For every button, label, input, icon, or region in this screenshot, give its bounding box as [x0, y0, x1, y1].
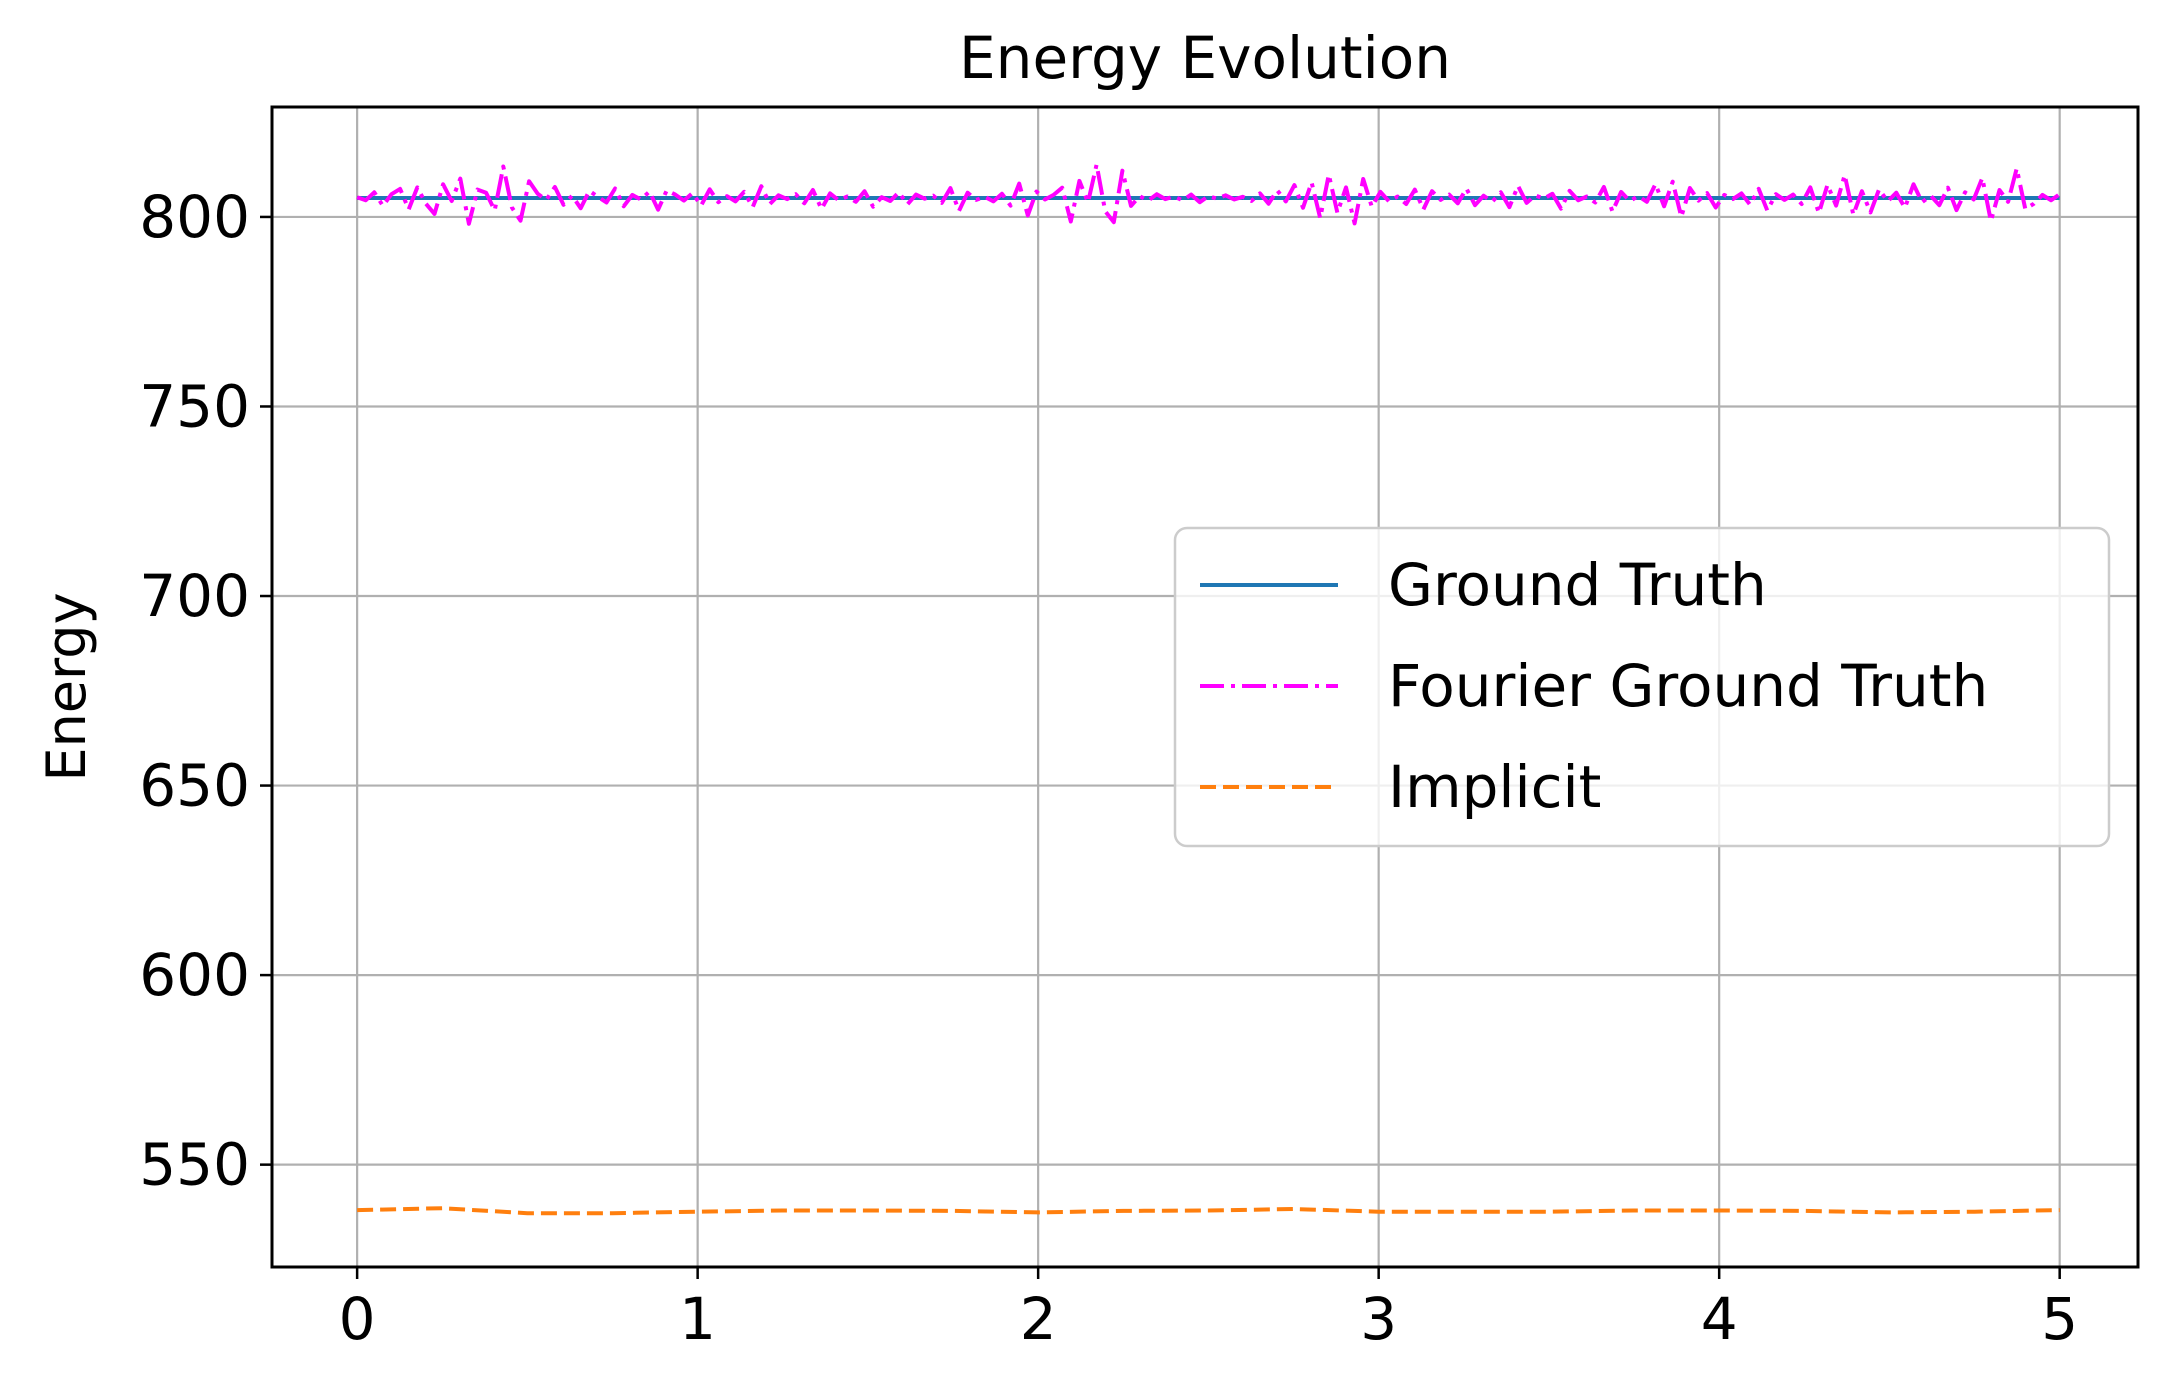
series-line-1 — [356, 162, 2061, 226]
chart-title: Energy Evolution — [959, 24, 1451, 92]
y-tick-label: 600 — [139, 941, 250, 1009]
y-tick-label: 700 — [139, 562, 250, 630]
series-line-2 — [357, 1206, 2060, 1216]
y-tick-label: 750 — [139, 372, 250, 440]
x-tick-label: 2 — [1020, 1285, 1057, 1353]
legend-box — [1173, 526, 2111, 848]
legend-label-0: Ground Truth — [1388, 551, 1767, 619]
x-tick-label: 5 — [2041, 1285, 2078, 1353]
x-tick-label: 0 — [339, 1285, 376, 1353]
legend-label-2: Implicit — [1388, 753, 1601, 821]
plot-frame — [270, 105, 2140, 1269]
y-tick-label: 650 — [139, 752, 250, 820]
series-layer — [356, 162, 2061, 1216]
x-tick-label: 3 — [1360, 1285, 1397, 1353]
x-tick-label: 1 — [679, 1285, 716, 1353]
x-tick-label: 4 — [1701, 1285, 1738, 1353]
legend-label-1: Fourier Ground Truth — [1388, 652, 1988, 720]
legend: Ground Truth Fourier Ground Truth Implicit — [1173, 526, 2111, 848]
y-axis-label: Energy — [35, 592, 98, 781]
y-tick-label: 800 — [139, 183, 250, 251]
y-tick-label: 550 — [139, 1131, 250, 1199]
ticks: 0 1 2 3 4 5 550 600 650 700 750 800 — [139, 183, 2078, 1353]
